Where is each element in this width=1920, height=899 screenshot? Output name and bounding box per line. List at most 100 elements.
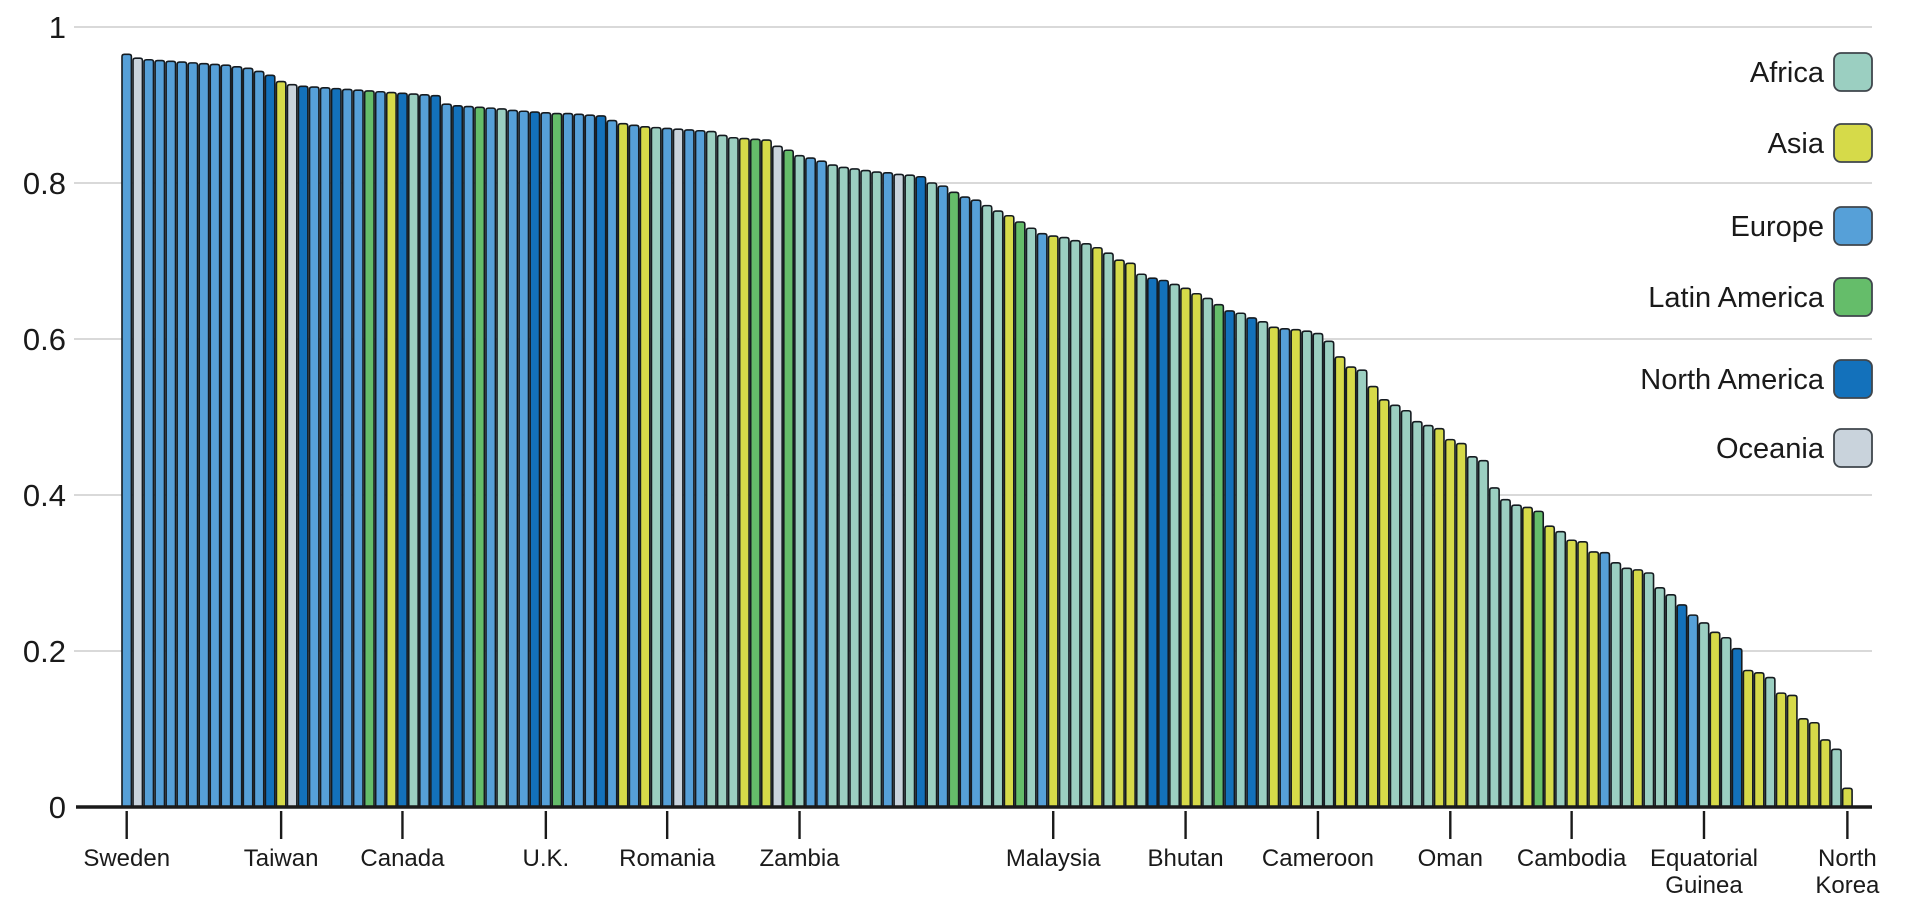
bar [1180,287,1192,808]
bar [606,119,618,808]
bar [507,109,519,808]
bar [1709,631,1721,808]
x-tick-label-line: Cambodia [1517,845,1627,872]
y-tick-label: 0.8 [23,166,66,201]
y-tick-label: 0 [49,790,66,825]
x-tick-label-line: Korea [1815,872,1880,899]
bar [1367,385,1379,808]
bar [341,88,353,808]
bar [1191,292,1203,808]
legend-label: North America [1640,364,1825,396]
bar [1731,647,1743,808]
bars-group [121,53,1853,808]
bar [1599,551,1611,808]
bar [1422,424,1434,808]
x-tick-label-sweden: Sweden [83,845,170,872]
legend-item-north-america: North America [1640,359,1873,399]
bar [1146,277,1158,808]
y-tick-label: 0.4 [23,478,66,513]
bar [716,134,728,808]
bar [694,129,706,808]
bar [1819,739,1831,808]
x-tick-label-equatorial-guinea: Equatorial Guinea [1650,845,1758,899]
bar [584,114,596,808]
bar [1643,572,1655,808]
bar [562,112,574,808]
bar [330,87,342,808]
bar [650,126,662,808]
bar [727,136,739,808]
bar [463,105,475,808]
bar [1577,541,1589,808]
legend-item-latin-america: Latin America [1648,277,1873,317]
x-tick-label-u-k: U.K. [522,845,569,872]
bar [838,166,850,808]
bar [1080,243,1092,808]
legend-label: Europe [1730,211,1824,243]
bar [286,83,298,808]
bar [1312,332,1324,808]
bar [1632,569,1644,808]
bar [805,157,817,808]
bar [926,182,938,808]
bar [374,90,386,808]
bar [518,110,530,808]
bar [275,80,287,808]
bar [121,53,133,808]
y-tick-label: 1 [49,10,66,45]
bar [1555,530,1567,808]
bar [827,164,839,808]
bar [1411,420,1423,808]
bar [1213,303,1225,808]
legend-item-africa: Africa [1750,52,1873,92]
bar [1378,399,1390,808]
bar [1742,669,1754,808]
x-tick-label-bhutan: Bhutan [1148,845,1224,872]
bar [573,113,585,808]
bar [882,172,894,808]
bar [1135,273,1147,808]
x-tick-label-line: Taiwan [244,845,319,872]
bar [1246,317,1258,808]
bar [771,145,783,808]
legend-label: Latin America [1648,282,1825,314]
bar [485,107,497,808]
x-tick-label-cambodia: Cambodia [1517,845,1627,872]
bar [1268,326,1280,808]
x-axis: Sweden Taiwan Canada U.K. Romania Zambia Malay… [83,811,1880,899]
bar [1610,562,1622,808]
x-tick-label-line: Zambia [760,845,841,872]
bar [639,126,651,808]
x-tick-label-north-korea: North Korea [1815,845,1880,899]
x-tick-label-zambia: Zambia [760,845,841,872]
bar [915,175,927,808]
bar [1202,297,1214,808]
x-tick-label-line: Oman [1418,845,1483,872]
x-tick-label-malaysia: Malaysia [1006,845,1101,872]
bar [1345,366,1357,808]
bar [1830,748,1842,808]
bar [1113,259,1125,808]
bar [794,154,806,808]
bar [253,70,265,808]
legend-swatch-oceania [1833,428,1873,468]
bar [1323,340,1335,808]
bar [1334,356,1346,808]
bar [1025,227,1037,808]
legend-swatch-africa [1833,52,1873,92]
bar [1301,330,1313,808]
bar [1720,636,1732,808]
bar [959,196,971,808]
bar [1169,283,1181,808]
bar [1466,455,1478,808]
bar [816,160,828,808]
bar [165,60,177,808]
bar [496,108,508,808]
bar [904,174,916,808]
legend-swatch-asia [1833,123,1873,163]
bar [1158,279,1170,808]
bar [992,210,1004,808]
bar [948,191,960,808]
bar [441,103,453,808]
